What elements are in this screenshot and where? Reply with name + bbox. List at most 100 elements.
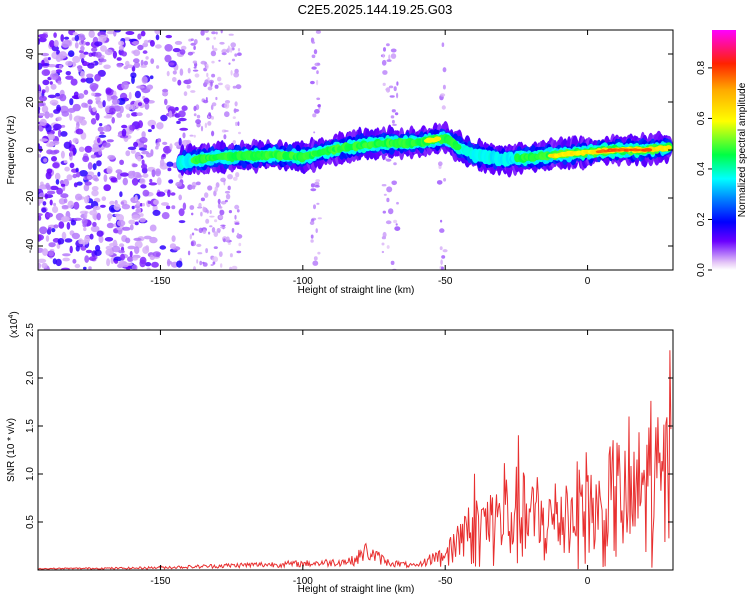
spectrogram-speckle: [442, 249, 448, 253]
spectrogram-speckle: [74, 34, 80, 42]
spectrogram-speckle: [61, 40, 70, 48]
spectrogram-speckle: [165, 34, 172, 39]
spectrogram-speckle: [109, 200, 115, 206]
spectrogram-speckle: [440, 93, 446, 97]
spectrogram-speckle: [233, 72, 240, 78]
spectrogram-speckle: [382, 231, 387, 238]
spectrogram-speckle: [49, 81, 53, 85]
spectrogram-speckle: [53, 39, 59, 48]
spectrogram-speckle: [73, 182, 78, 188]
x-tick-label: -100: [293, 276, 313, 287]
spectrogram-speckle: [107, 154, 116, 160]
spectrogram-speckle: [193, 105, 197, 112]
spectrogram-speckle: [193, 39, 198, 45]
spectrogram-speckle: [139, 137, 148, 144]
spectrogram-speckle: [169, 243, 177, 250]
spectrogram-speckle: [178, 220, 186, 224]
spectrogram-speckle: [143, 235, 152, 240]
spectrogram-speckle: [238, 131, 241, 135]
spectrogram-speckle: [90, 154, 97, 159]
spectrogram-speckle: [441, 105, 446, 110]
spectrogram-speckle: [55, 258, 62, 267]
spectrogram-speckle: [104, 49, 113, 56]
spectrogram-speckle: [102, 100, 106, 108]
spectrogram-speckle: [42, 79, 50, 86]
y-tick-label: 2.0: [25, 371, 36, 385]
spectrogram-speckle: [54, 172, 61, 181]
spectrogram-speckle: [233, 108, 237, 114]
spectrogram-speckle: [39, 138, 49, 142]
spectrogram-speckle: [182, 132, 186, 139]
spectrogram-speckle: [96, 230, 104, 237]
spectrogram-speckle: [53, 202, 57, 207]
spectrogram-speckle: [211, 60, 215, 64]
spectrogram-speckle: [312, 260, 319, 266]
spectrogram-speckle: [48, 143, 55, 147]
spectrogram-speckle: [63, 141, 72, 149]
spectrogram-speckle: [72, 258, 77, 264]
spectrogram-speckle: [140, 64, 147, 68]
spectrogram-speckle: [132, 163, 138, 168]
spectrogram-speckle: [218, 215, 223, 219]
spectrogram-speckle: [193, 66, 197, 69]
spectrogram-speckle: [94, 41, 103, 47]
spectrogram-speckle: [99, 58, 107, 63]
spectrogram-speckle: [208, 231, 211, 235]
spectrogram-speckle: [45, 182, 50, 189]
spectrogram-speckle: [114, 260, 119, 264]
spectrogram-speckle: [38, 106, 41, 111]
spectrogram-speckle: [191, 185, 196, 190]
spectrogram-speckle: [215, 31, 218, 35]
spectrogram-speckle: [234, 214, 237, 220]
spectrogram-speckle: [98, 235, 104, 244]
spectrogram-speckle: [66, 174, 73, 181]
spectrogram-speckle: [85, 41, 90, 46]
spectrogram-speckle: [212, 47, 218, 52]
spectrogram-speckle: [186, 84, 191, 89]
spectrogram-speckle: [317, 251, 321, 255]
spectrogram-speckle: [196, 259, 199, 264]
spectrogram-speckle: [386, 59, 392, 62]
spectrogram-speckle: [119, 159, 124, 165]
spectrogram-speckle: [388, 208, 394, 215]
colorbar-tick-label: 0.2: [696, 212, 707, 226]
spectrogram-speckle: [64, 166, 70, 172]
snr-y-axis: 0.5 1.0 1.5 2.0 2.5: [25, 323, 673, 529]
spectrogram-speckle: [193, 266, 196, 270]
spectrogram-speckle: [135, 208, 140, 213]
spectrogram-speckle: [86, 73, 94, 79]
spectrogram-speckle: [213, 246, 218, 250]
spectrogram-speckle: [382, 53, 385, 59]
spectrogram-speckle: [38, 201, 41, 207]
spectrogram-speckle: [67, 108, 76, 113]
spectrogram-speckle: [139, 217, 146, 223]
spectrogram-speckle: [38, 234, 42, 242]
spectrogram-speckle: [139, 213, 144, 217]
spectrogram-speckle: [116, 219, 126, 227]
spectrogram-speckle: [143, 39, 149, 45]
spectrogram-speckle: [441, 255, 446, 259]
spectrogram-speckle: [79, 170, 88, 177]
spectrogram-speckle: [94, 249, 102, 256]
spectrogram-speckle: [131, 177, 139, 186]
spectrogram-speckle: [311, 54, 316, 59]
spectrogram-speckle: [211, 116, 214, 120]
spectrogram-speckle: [145, 56, 149, 60]
spectrogram-speckle: [103, 174, 108, 183]
spectrogram-speckle: [196, 243, 202, 247]
spectrogram-speckle: [118, 45, 124, 51]
spectrogram-speckle: [155, 142, 160, 148]
spectrogram-speckle: [131, 112, 139, 117]
spectrogram-speckle: [38, 38, 41, 45]
spectrogram-speckle: [63, 36, 70, 40]
spectrogram-speckle: [391, 180, 398, 186]
spectrogram-speckle: [134, 221, 139, 226]
spectrogram-speckle: [84, 181, 92, 186]
spectrogram-speckle: [143, 144, 148, 149]
spectrogram-speckle: [61, 231, 67, 240]
spectrogram-speckle: [389, 95, 395, 98]
spectrogram-speckle: [315, 228, 318, 234]
spectrogram-speckle: [61, 110, 70, 117]
spectrogram-speckle: [45, 235, 50, 242]
figure-title: C2E5.2025.144.19.25.G03: [297, 2, 453, 17]
